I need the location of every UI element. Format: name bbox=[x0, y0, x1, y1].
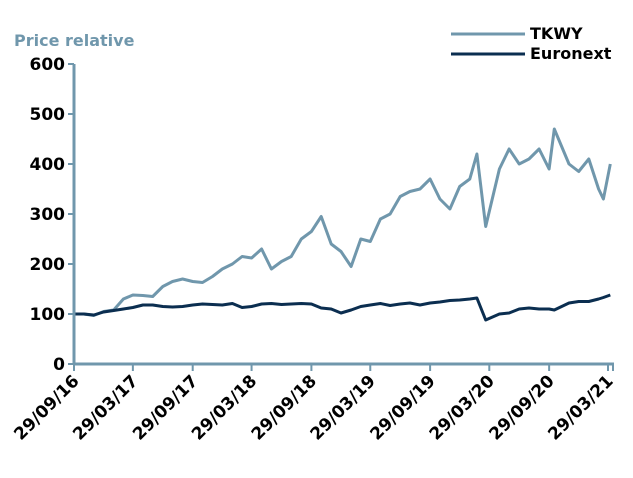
y-tick-label: 500 bbox=[30, 105, 66, 125]
series-line-tkwy bbox=[74, 127, 612, 317]
y-tick-label: 0 bbox=[53, 355, 65, 375]
y-tick-label: 400 bbox=[30, 155, 66, 175]
series-line-euronext bbox=[74, 293, 611, 322]
y-tick-label: 600 bbox=[30, 55, 66, 75]
y-axis-label: Price relative bbox=[14, 31, 135, 50]
legend-label-euronext: Euronext bbox=[530, 44, 612, 63]
y-tick-label: 100 bbox=[30, 305, 66, 325]
y-tick-label: 300 bbox=[30, 205, 66, 225]
y-tick-label: 200 bbox=[30, 255, 66, 275]
legend: TKWY Euronext bbox=[451, 24, 612, 63]
legend-label-tkwy: TKWY bbox=[530, 24, 583, 43]
